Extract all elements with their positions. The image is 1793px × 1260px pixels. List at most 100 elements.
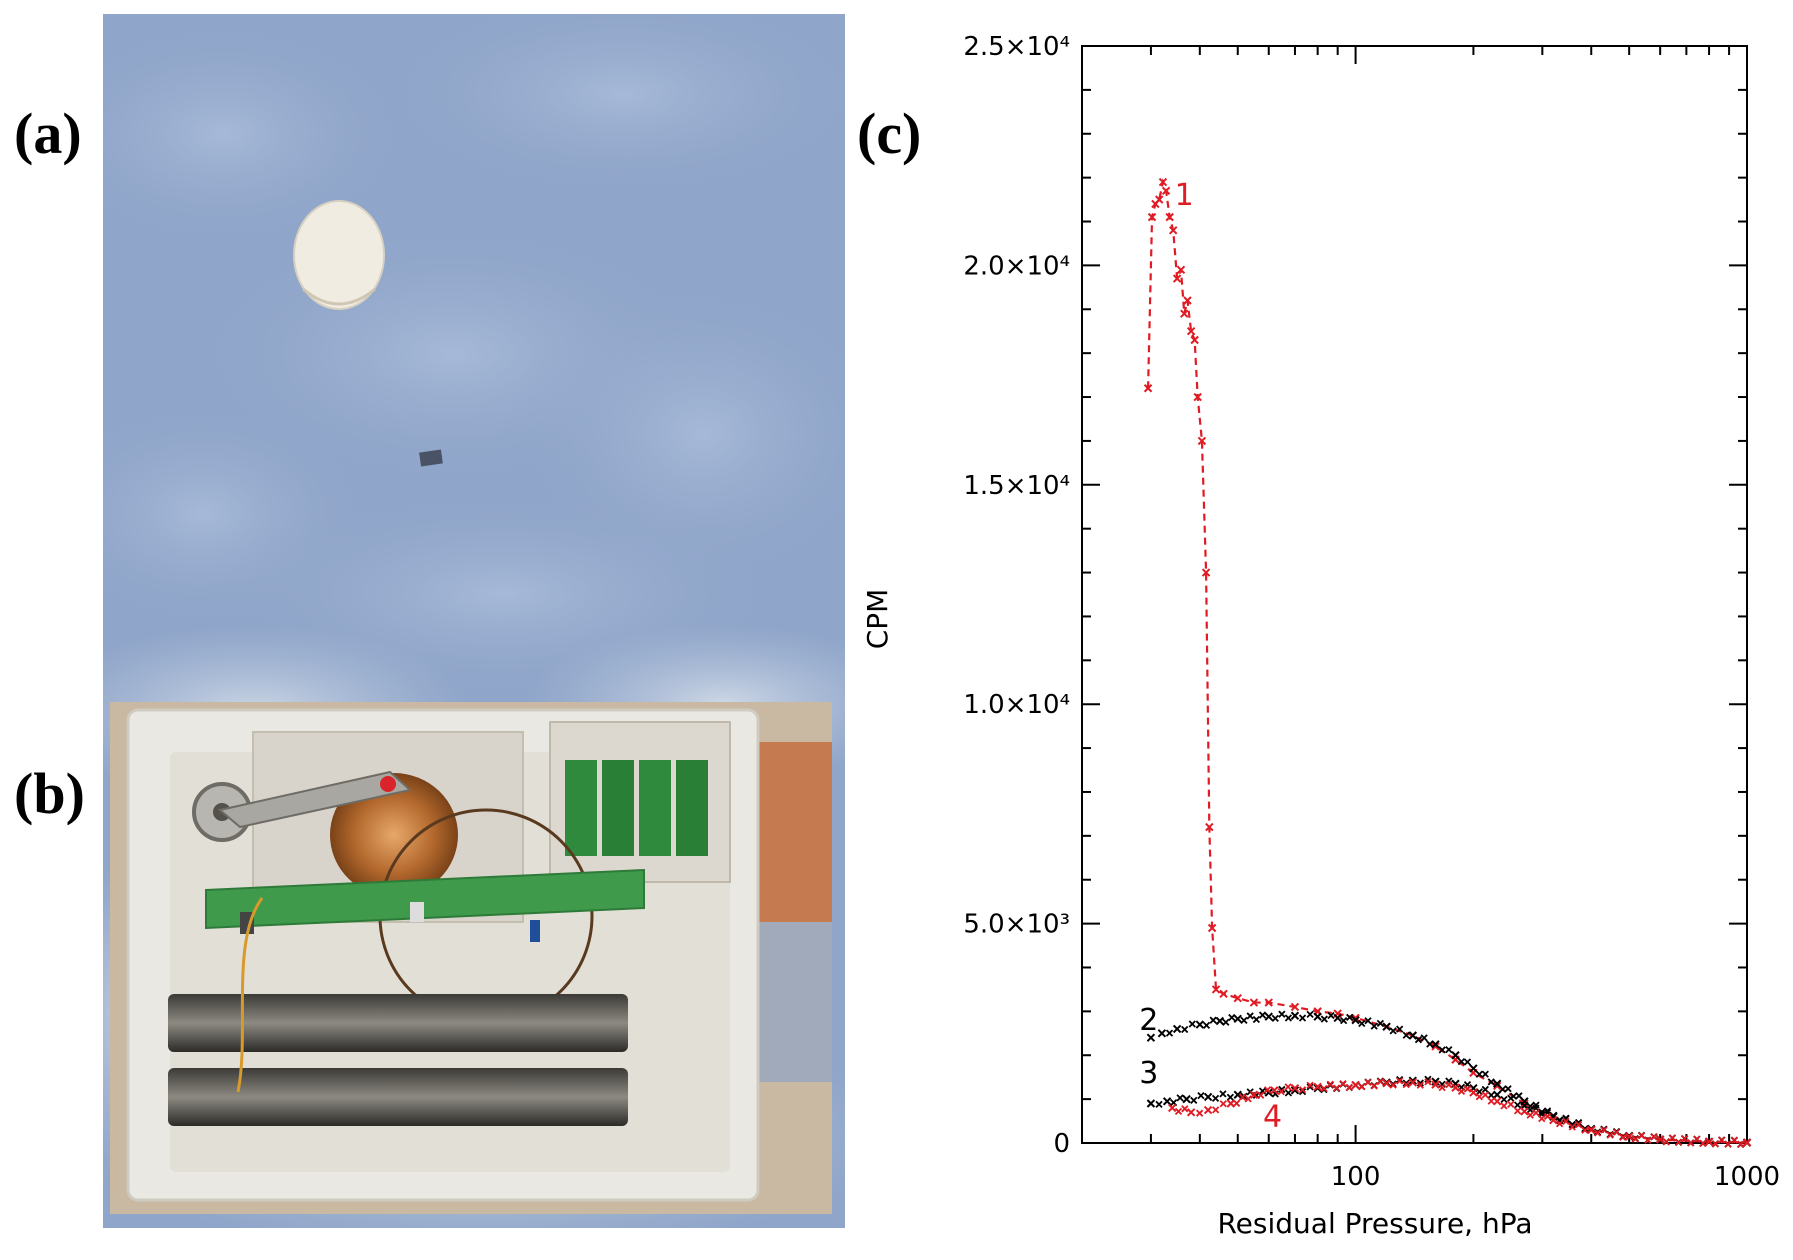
data-point <box>1718 1136 1726 1144</box>
data-point <box>1574 1120 1583 1129</box>
data-point <box>1416 1081 1424 1089</box>
data-point <box>1226 1093 1234 1101</box>
data-point <box>1205 822 1214 832</box>
data-point <box>1290 1083 1300 1093</box>
data-point <box>1513 1107 1522 1115</box>
data-point <box>1155 1100 1163 1109</box>
data-point <box>1195 1109 1204 1117</box>
data-point <box>1327 1011 1335 1020</box>
data-point <box>1181 1105 1189 1113</box>
data-point <box>1457 1087 1466 1095</box>
data-point <box>1306 1081 1314 1089</box>
chart-series <box>1143 177 1752 1149</box>
data-point <box>1581 1125 1589 1133</box>
data-point <box>1532 1109 1540 1117</box>
balloon <box>293 200 385 310</box>
data-point <box>1481 1091 1489 1099</box>
data-point <box>1457 1057 1466 1066</box>
data-point <box>1364 1078 1372 1087</box>
data-point <box>1492 1090 1502 1099</box>
data-point <box>1492 1079 1502 1088</box>
data-point <box>1364 1017 1372 1025</box>
data-point <box>1730 1136 1738 1144</box>
data-point <box>1699 1139 1707 1148</box>
data-point <box>1333 1013 1342 1023</box>
data-point <box>1619 1133 1627 1141</box>
data-point <box>1662 1138 1670 1146</box>
data-point <box>1238 1093 1247 1101</box>
data-point <box>1249 998 1259 1007</box>
data-point <box>1165 1029 1174 1037</box>
data-point <box>1389 1081 1397 1089</box>
data-point <box>1424 1075 1432 1083</box>
data-point <box>1176 265 1186 274</box>
data-point <box>1500 1102 1508 1110</box>
panel-label-a: (a) <box>14 101 82 166</box>
data-point <box>1438 1084 1446 1092</box>
data-point <box>1680 1134 1689 1143</box>
data-point <box>1277 1087 1285 1096</box>
data-point <box>1711 1140 1720 1148</box>
data-point <box>1162 1097 1172 1106</box>
data-point <box>1426 1040 1434 1048</box>
data-point <box>1257 1091 1265 1099</box>
data-point <box>1203 1105 1213 1115</box>
data-point <box>1298 1014 1307 1022</box>
data-point <box>1543 1107 1552 1115</box>
data-point <box>1197 1092 1205 1100</box>
data-point <box>1568 1123 1576 1131</box>
data-point <box>1543 1112 1552 1121</box>
data-point <box>1181 1025 1189 1034</box>
data-point <box>1637 1132 1646 1140</box>
series-2 <box>1146 1010 1752 1149</box>
data-point <box>1211 1094 1220 1103</box>
data-point <box>1724 1140 1732 1148</box>
data-point <box>1298 1086 1307 1094</box>
data-point <box>1232 1099 1241 1107</box>
data-point <box>1298 1087 1307 1096</box>
data-point <box>1202 1021 1211 1029</box>
data-point <box>1574 1119 1583 1127</box>
data-point <box>1408 1031 1417 1040</box>
series-4 <box>1167 1077 1752 1149</box>
data-point <box>1431 1077 1440 1086</box>
data-point <box>1326 1080 1334 1088</box>
data-point <box>1165 212 1174 222</box>
data-point <box>1492 1081 1502 1091</box>
data-point <box>1408 1078 1417 1087</box>
data-point <box>1402 1079 1410 1087</box>
y-tick-label: 0 <box>1053 1129 1070 1159</box>
x-tick-label: 100 <box>1331 1162 1381 1192</box>
data-point <box>1190 1096 1198 1105</box>
data-point <box>1581 1126 1589 1134</box>
data-point <box>1168 226 1178 235</box>
data-point <box>1438 1046 1446 1054</box>
data-point <box>1414 1036 1423 1044</box>
data-point <box>1351 1013 1360 1023</box>
data-point <box>1306 1083 1314 1091</box>
data-point <box>1507 1100 1515 1108</box>
data-point <box>1174 1107 1183 1115</box>
data-point <box>1526 1111 1534 1119</box>
data-point <box>1183 296 1192 305</box>
data-point <box>1431 1080 1440 1089</box>
data-point <box>1402 1081 1410 1089</box>
data-point <box>1219 1100 1227 1108</box>
data-point <box>1207 923 1217 933</box>
data-point <box>1263 1086 1272 1094</box>
data-point <box>1193 392 1202 402</box>
y-axis-title: CPM <box>861 589 894 650</box>
data-point <box>1188 1020 1196 1028</box>
data-point <box>1475 1070 1483 1078</box>
data-point <box>1431 1042 1440 1051</box>
data-point <box>1737 1140 1745 1149</box>
data-point <box>1172 274 1182 283</box>
data-point <box>1655 1135 1665 1144</box>
data-point <box>1195 1020 1205 1029</box>
data-point <box>1284 1083 1292 1091</box>
data-point <box>1258 1087 1267 1095</box>
data-point <box>1203 1092 1213 1102</box>
data-point <box>1290 1086 1300 1095</box>
data-point <box>1420 1034 1428 1042</box>
data-point <box>1155 195 1164 204</box>
